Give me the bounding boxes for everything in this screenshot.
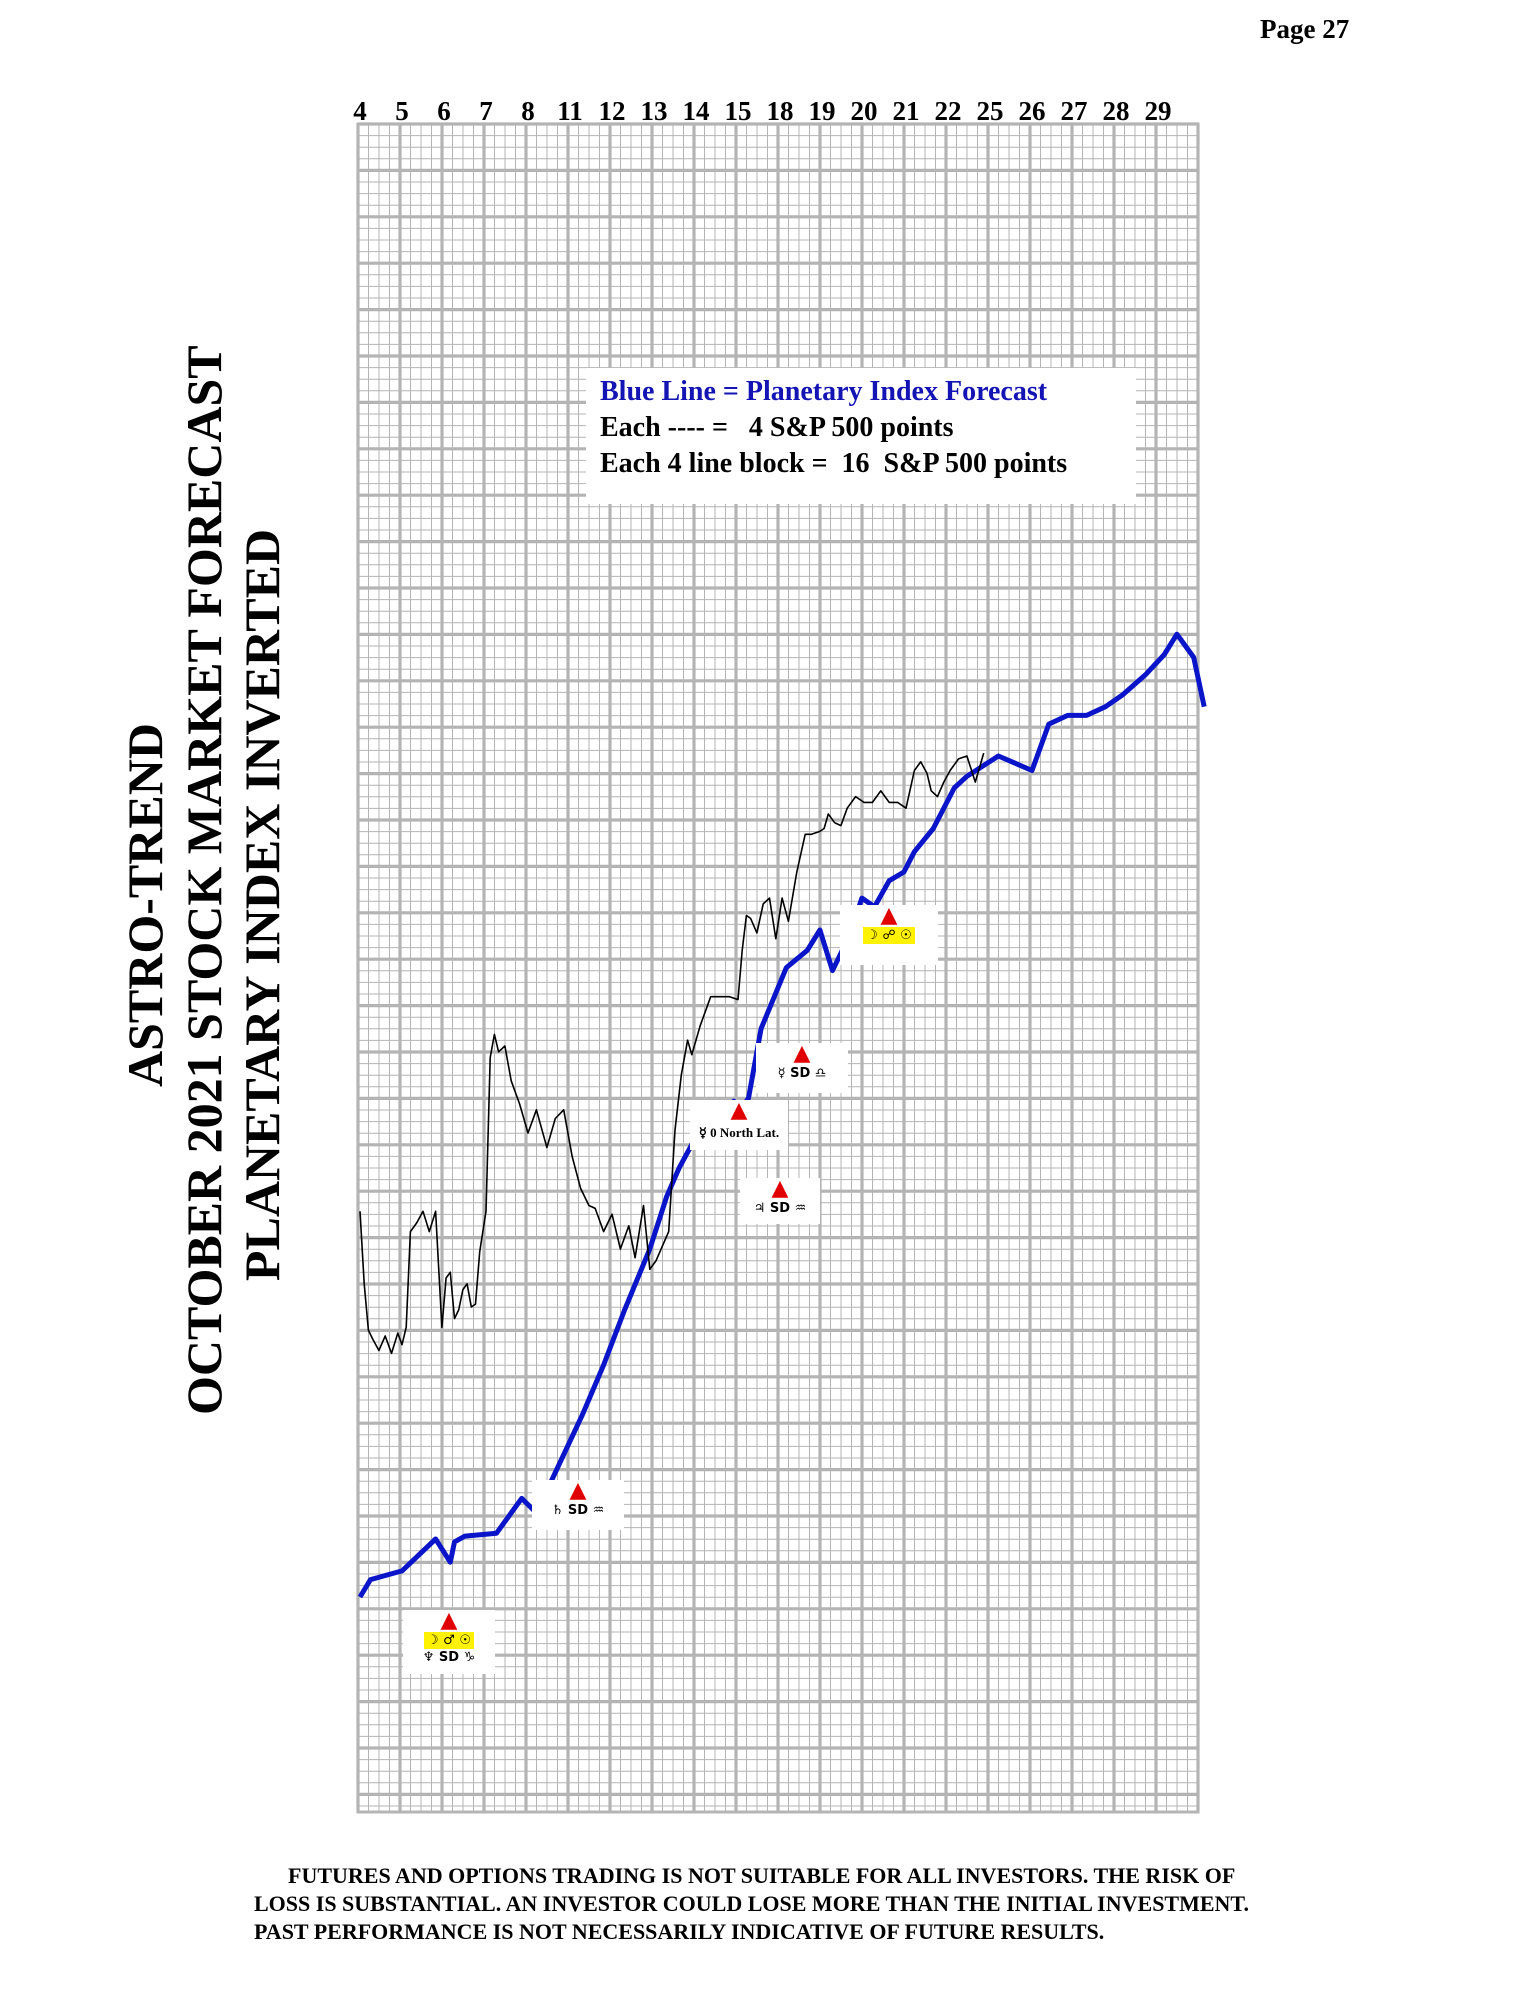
- page-number: Page 27: [1260, 14, 1350, 44]
- x-tick-label: 8: [521, 96, 535, 126]
- station-glyphs: ♆ SD ♑: [422, 1650, 476, 1665]
- x-tick-label: 11: [557, 96, 583, 126]
- event-box-day14-lat: ▲ ☿ 0 North Lat.: [690, 1100, 788, 1150]
- x-tick-label: 13: [641, 96, 668, 126]
- up-arrow-icon: ▲: [569, 1478, 587, 1503]
- disclaimer: FUTURES AND OPTIONS TRADING IS NOT SUITA…: [254, 1862, 1454, 1946]
- forecast-line: [357, 631, 1207, 1599]
- station-glyphs: ♃ SD ♒: [753, 1201, 807, 1216]
- up-arrow-icon: ▲: [793, 1041, 811, 1066]
- x-tick-label: 14: [683, 96, 710, 126]
- x-tick-label: 18: [767, 96, 794, 126]
- event-box-day18: ▲ ☿ SD ♎: [756, 1043, 848, 1093]
- chart-legend: Blue Line = Planetary Index Forecast Eac…: [586, 368, 1136, 504]
- legend-line-1: Each ---- = 4 S&P 500 points: [600, 412, 954, 443]
- x-tick-label: 29: [1145, 96, 1172, 126]
- x-tick-label: 20: [851, 96, 878, 126]
- up-arrow-icon: ▲: [440, 1608, 458, 1633]
- x-tick-label: 26: [1019, 96, 1046, 126]
- disclaimer-line-3: PAST PERFORMANCE IS NOT NECESSARILY INDI…: [254, 1919, 1105, 1944]
- chart-series: [357, 631, 1207, 1599]
- disclaimer-line-1: FUTURES AND OPTIONS TRADING IS NOT SUITA…: [288, 1863, 1236, 1888]
- station-glyphs: ☿ SD ♎: [777, 1066, 827, 1081]
- latitude-note: ☿ 0 North Lat.: [698, 1125, 780, 1140]
- x-tick-label: 19: [809, 96, 836, 126]
- x-tick-label: 12: [599, 96, 626, 126]
- aspect-glyphs: ☽ ☍ ☉: [863, 927, 915, 944]
- up-arrow-icon: ▲: [880, 903, 898, 928]
- x-tick-label: 21: [893, 96, 920, 126]
- x-tick-label: 27: [1061, 96, 1088, 126]
- actual-price-line: [359, 752, 985, 1355]
- event-box-day6: ▲ ☽ ♂ ☉ ♆ SD ♑: [403, 1610, 495, 1674]
- legend-title: Blue Line = Planetary Index Forecast: [600, 376, 1048, 407]
- legend-line-2: Each 4 line block = 16 S&P 500 points: [600, 448, 1068, 479]
- x-tick-label: 22: [935, 96, 962, 126]
- disclaimer-line-2: LOSS IS SUBSTANTIAL. AN INVESTOR COULD L…: [254, 1891, 1249, 1916]
- up-arrow-icon: ▲: [730, 1098, 748, 1123]
- up-arrow-icon: ▲: [771, 1176, 789, 1201]
- x-tick-label: 25: [977, 96, 1004, 126]
- event-box-day14: ▲ ♃ SD ♒: [740, 1178, 820, 1224]
- x-tick-label: 7: [479, 96, 493, 126]
- x-tick-labels: 4 5 6 7 8 11 12 13 14 15 18 19 20 21 22 25 26 27 28 29: [353, 96, 1171, 126]
- x-tick-label: 15: [725, 96, 752, 126]
- event-box-day11: ▲ ♄ SD ♒: [532, 1480, 624, 1530]
- aspect-glyphs: ☽ ♂ ☉: [423, 1632, 474, 1649]
- x-tick-label: 6: [437, 96, 451, 126]
- station-glyphs: ♄ SD ♒: [551, 1503, 605, 1518]
- x-tick-label: 5: [395, 96, 409, 126]
- x-tick-label: 4: [353, 96, 367, 126]
- event-box-day20: ▲ ☽ ☍ ☉: [840, 905, 938, 965]
- x-tick-label: 28: [1103, 96, 1130, 126]
